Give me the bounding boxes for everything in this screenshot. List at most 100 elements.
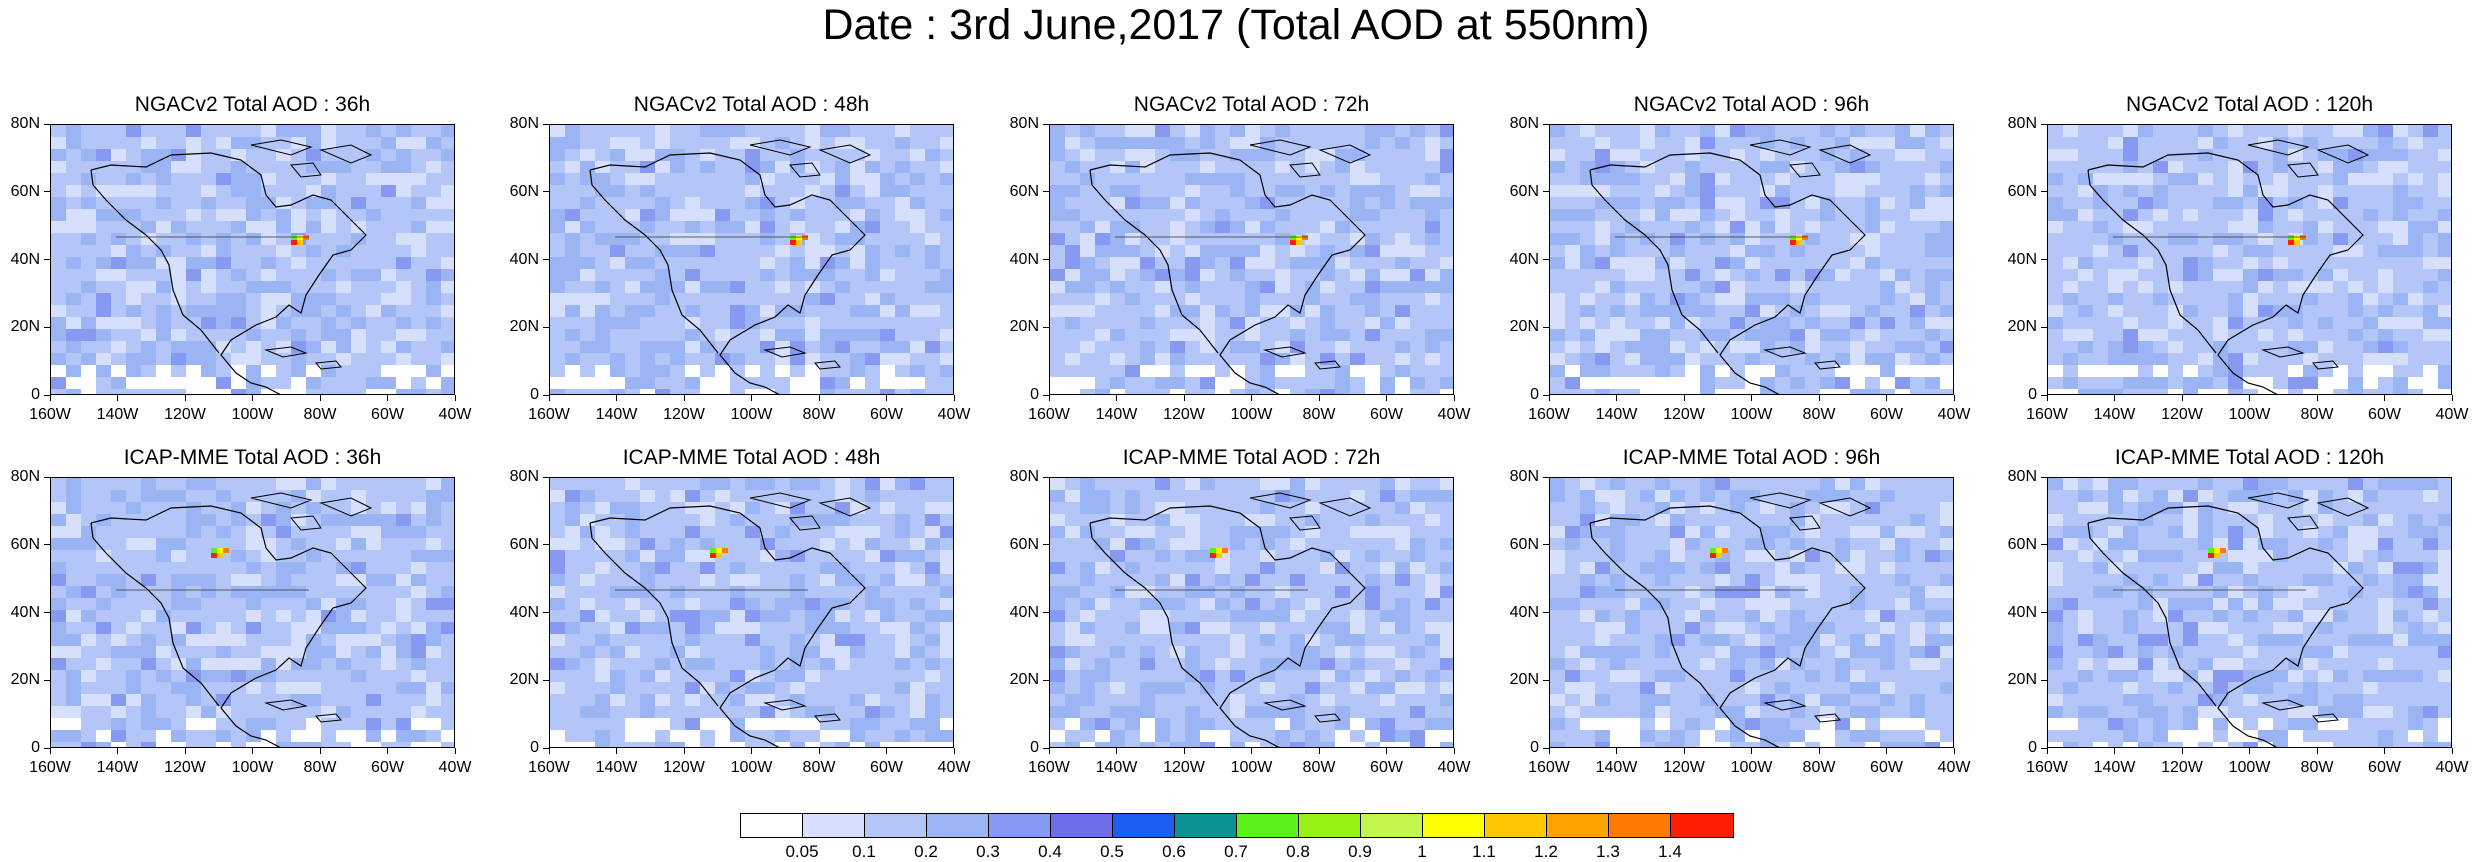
latitude-tick-label: 80N: [509, 468, 539, 485]
latitude-tick-label: 40N: [509, 603, 539, 621]
panel-title: ICAP-MME Total AOD : 36h: [123, 446, 382, 469]
longitude-tick-label: 40W: [438, 406, 472, 423]
colorbar-tick-label: 0.9: [1348, 842, 1372, 861]
latitude-tick-label: 0: [31, 386, 40, 403]
longitude-tick-mark: [1818, 395, 1820, 401]
longitude-tick-mark: [1616, 395, 1617, 401]
map-surface: [550, 478, 953, 747]
latitude-tick-label: 0: [2028, 739, 2037, 756]
longitude-tick-mark: [1183, 395, 1185, 401]
colorbar-swatch: [1113, 814, 1175, 837]
longitude-tick-mark: [1048, 395, 1050, 401]
longitude-tick-label: 60W: [1870, 406, 1903, 423]
longitude-tick-mark: [1453, 748, 1455, 754]
latitude-tick-mark: [543, 679, 549, 681]
latitude-tick-label: 60N: [1509, 535, 1539, 553]
longitude-tick-mark: [454, 395, 456, 401]
latitude-tick-mark: [1543, 747, 1549, 749]
colorbar-tick-label: 0.5: [1100, 842, 1124, 861]
longitude-tick-mark: [1251, 748, 1252, 754]
latitude-tick-label: 40N: [10, 603, 40, 621]
figure-title: Date : 3rd June,2017 (Total AOD at 550nm…: [822, 1, 1650, 49]
aod-map-panel: [2047, 124, 2452, 395]
latitude-tick-mark: [543, 544, 549, 546]
longitude-tick-mark: [751, 748, 752, 754]
aod-map-panel: [549, 477, 954, 748]
latitude-tick-label: 40N: [1009, 603, 1039, 621]
latitude-tick-mark: [2041, 123, 2047, 125]
longitude-tick-mark: [387, 395, 388, 401]
longitude-tick-label: 100W: [1730, 406, 1773, 423]
longitude-tick-mark: [1548, 395, 1550, 401]
colorbar-swatch: [1671, 814, 1733, 837]
longitude-tick-mark: [1183, 748, 1185, 754]
latitude-tick-mark: [2041, 679, 2047, 681]
latitude-tick-mark: [2041, 191, 2047, 193]
latitude-tick-mark: [2041, 259, 2047, 260]
latitude-tick-mark: [44, 747, 50, 749]
latitude-tick-mark: [1043, 123, 1049, 125]
aod-map-panel: [1549, 124, 1954, 395]
panel-title: NGACv2 Total AOD : 120h: [2125, 93, 2374, 116]
longitude-tick-label: 60W: [1870, 759, 1903, 776]
latitude-tick-label: 20N: [2007, 671, 2037, 689]
longitude-tick-label: 160W: [1528, 759, 1570, 776]
latitude-tick-mark: [1543, 476, 1549, 478]
longitude-tick-mark: [1616, 748, 1617, 754]
latitude-tick-mark: [1543, 326, 1549, 328]
longitude-tick-label: 60W: [2368, 406, 2401, 423]
longitude-tick-label: 120W: [1163, 759, 1205, 776]
latitude-tick-label: 40N: [2007, 250, 2037, 268]
latitude-tick-mark: [1043, 326, 1049, 328]
panel-title: NGACv2 Total AOD : 36h: [134, 93, 371, 116]
latitude-tick-mark: [1543, 191, 1549, 193]
longitude-tick-label: 140W: [1095, 759, 1138, 776]
aod-map-panel: [1049, 477, 1454, 748]
longitude-tick-label: 100W: [730, 406, 773, 423]
longitude-tick-label: 160W: [2026, 759, 2068, 776]
latitude-tick-mark: [543, 612, 549, 613]
colorbar-tick-label: 1.4: [1658, 842, 1682, 861]
longitude-tick-mark: [2384, 748, 2385, 754]
latitude-tick-mark: [2041, 476, 2047, 478]
latitude-tick-label: 40N: [2007, 603, 2037, 621]
latitude-tick-label: 60N: [2007, 182, 2037, 200]
latitude-tick-label: 20N: [1009, 671, 1039, 689]
longitude-tick-label: 160W: [1528, 406, 1570, 423]
longitude-tick-mark: [1318, 395, 1320, 401]
longitude-tick-mark: [49, 395, 51, 401]
latitude-tick-label: 40N: [1009, 250, 1039, 268]
latitude-tick-label: 60N: [10, 535, 40, 553]
longitude-tick-mark: [1683, 395, 1685, 401]
longitude-tick-mark: [751, 395, 752, 401]
longitude-tick-mark: [1548, 748, 1550, 754]
longitude-tick-mark: [548, 748, 550, 754]
longitude-tick-mark: [2316, 395, 2318, 401]
longitude-tick-label: 80W: [1802, 759, 1836, 776]
longitude-tick-label: 80W: [802, 406, 836, 423]
latitude-tick-mark: [2041, 544, 2047, 546]
longitude-tick-mark: [387, 748, 388, 754]
longitude-tick-label: 80W: [303, 406, 337, 423]
latitude-tick-label: 60N: [1009, 182, 1039, 200]
longitude-tick-mark: [2384, 395, 2385, 401]
latitude-tick-label: 40N: [509, 250, 539, 268]
colorbar-tick-label: 0.2: [914, 842, 938, 861]
longitude-tick-mark: [319, 395, 321, 401]
longitude-tick-mark: [1318, 748, 1320, 754]
longitude-tick-mark: [2114, 395, 2115, 401]
map-surface: [1550, 478, 1953, 747]
longitude-tick-mark: [2249, 395, 2250, 401]
map-surface: [1550, 125, 1953, 394]
longitude-tick-mark: [548, 395, 550, 401]
latitude-tick-label: 0: [1030, 386, 1039, 403]
longitude-tick-label: 40W: [937, 406, 971, 423]
longitude-tick-mark: [1683, 748, 1685, 754]
longitude-tick-label: 60W: [1370, 759, 1403, 776]
longitude-tick-label: 160W: [2026, 406, 2068, 423]
latitude-tick-label: 0: [31, 739, 40, 756]
latitude-tick-mark: [2041, 326, 2047, 328]
aod-map-panel: [50, 477, 455, 748]
latitude-tick-label: 60N: [509, 535, 539, 553]
latitude-tick-label: 0: [530, 739, 539, 756]
